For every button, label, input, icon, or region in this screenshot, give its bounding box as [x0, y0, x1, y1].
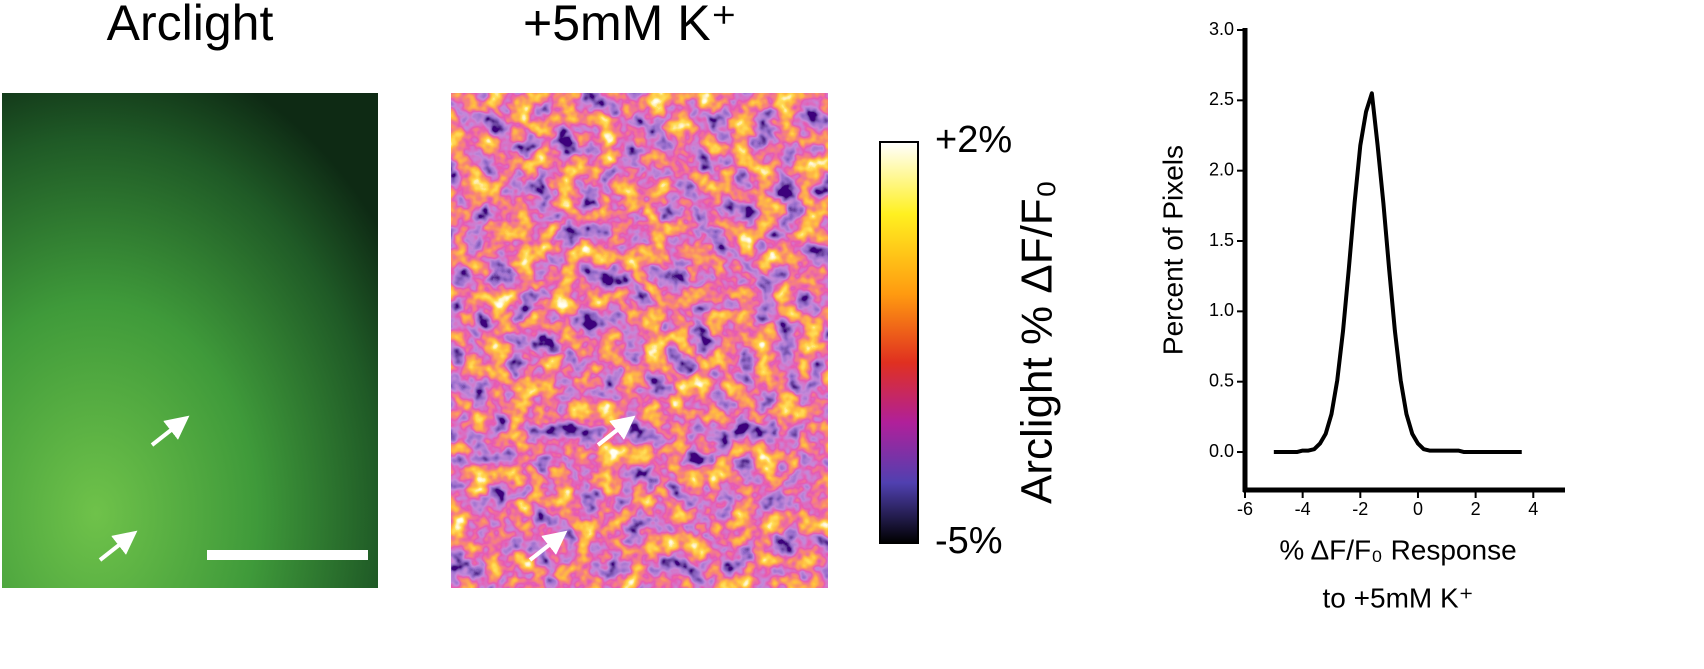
x-axis-label: % ΔF/F₀ Response: [1279, 534, 1516, 565]
x-tick-label: 4: [1528, 499, 1538, 519]
y-tick-label: 0.5: [1209, 370, 1234, 390]
response-image: [451, 93, 828, 588]
arclight-image: [2, 93, 378, 588]
panel-title: +5mM K⁺: [523, 0, 737, 51]
arrow: [528, 530, 568, 562]
x-tick-label: -2: [1352, 499, 1368, 519]
y-axis-label: Percent of Pixels: [1157, 145, 1188, 355]
y-tick-label: 2.5: [1209, 89, 1234, 109]
x-tick-label: -6: [1237, 499, 1253, 519]
panel-title: Arclight: [107, 0, 274, 51]
y-tick-label: 3.0: [1209, 19, 1234, 39]
x-tick-label: -4: [1295, 499, 1311, 519]
scale-bar: [207, 550, 368, 560]
colorbar-tick-label: +2%: [935, 119, 1012, 161]
colorbar-label: Arclight % ΔF/F₀: [1013, 180, 1062, 504]
y-tick-label: 2.0: [1209, 159, 1234, 179]
arrow: [98, 530, 138, 562]
y-tick-label: 0.0: [1209, 441, 1234, 461]
y-tick-label: 1.0: [1209, 300, 1234, 320]
x-tick-label: 0: [1413, 499, 1423, 519]
arrow: [596, 415, 636, 447]
x-tick-label: 2: [1471, 499, 1481, 519]
data-line: [1273, 91, 1522, 455]
colorbar: [879, 141, 919, 544]
arrow: [150, 415, 190, 447]
x-axis-label: to +5mM K⁺: [1323, 582, 1474, 613]
y-tick-label: 1.5: [1209, 230, 1234, 250]
colorbar-tick-label: -5%: [935, 520, 1003, 562]
